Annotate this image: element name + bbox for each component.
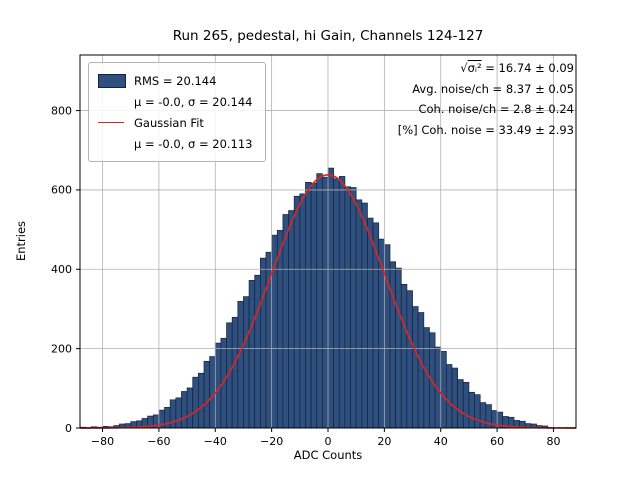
svg-text:0: 0 xyxy=(65,422,72,435)
histogram-legend-swatch xyxy=(98,73,126,88)
svg-text:600: 600 xyxy=(51,184,72,197)
svg-text:60: 60 xyxy=(490,435,504,448)
svg-text:800: 800 xyxy=(51,104,72,117)
legend-rms-label: RMS = 20.144 xyxy=(134,73,217,88)
svg-text:−60: −60 xyxy=(147,435,170,448)
svg-text:−20: −20 xyxy=(260,435,283,448)
y-axis-label: Entries xyxy=(14,220,28,262)
stat-coh-noise-pct: [%] Coh. noise = 33.49 ± 2.93 xyxy=(397,122,574,137)
legend-row-rms: RMS = 20.144 xyxy=(98,70,253,91)
legend: RMS = 20.144 μ = -0.0, σ = 20.144 Gaussi… xyxy=(88,62,266,162)
fit-legend-line xyxy=(98,122,124,123)
svg-text:200: 200 xyxy=(51,342,72,355)
legend-row-fit-params: μ = -0.0, σ = 20.113 xyxy=(98,133,253,154)
stat-avg-noise: Avg. noise/ch = 8.37 ± 0.05 xyxy=(412,81,574,96)
stat-sqrt-sigma: √σᵢ² = 16.74 ± 0.09 xyxy=(398,58,574,79)
svg-text:0: 0 xyxy=(325,435,332,448)
legend-row-fit: Gaussian Fit xyxy=(98,112,253,133)
legend-fit-params-label: μ = -0.0, σ = 20.113 xyxy=(134,136,253,151)
legend-hist-params-label: μ = -0.0, σ = 20.144 xyxy=(134,94,253,109)
svg-text:−80: −80 xyxy=(91,435,114,448)
legend-fit-label: Gaussian Fit xyxy=(134,115,204,130)
sqrt-symbol: √ xyxy=(460,61,468,75)
stats-annotations: √σᵢ² = 16.74 ± 0.09 Avg. noise/ch = 8.37… xyxy=(398,58,574,140)
chart-title: Run 265, pedestal, hi Gain, Channels 124… xyxy=(172,28,484,44)
svg-text:−40: −40 xyxy=(204,435,227,448)
sqrt-argument: σᵢ² xyxy=(467,61,482,75)
histogram-swatch-holder xyxy=(98,73,134,88)
svg-text:40: 40 xyxy=(434,435,448,448)
svg-text:20: 20 xyxy=(377,435,391,448)
legend-row-hist-params: μ = -0.0, σ = 20.144 xyxy=(98,91,253,112)
svg-text:400: 400 xyxy=(51,263,72,276)
x-axis-label: ADC Counts xyxy=(293,448,363,462)
sqrt-value: = 16.74 ± 0.09 xyxy=(481,61,574,75)
stat-coh-noise: Coh. noise/ch = 2.8 ± 0.24 xyxy=(418,102,574,116)
svg-text:80: 80 xyxy=(546,435,560,448)
fit-line-holder xyxy=(98,122,134,123)
